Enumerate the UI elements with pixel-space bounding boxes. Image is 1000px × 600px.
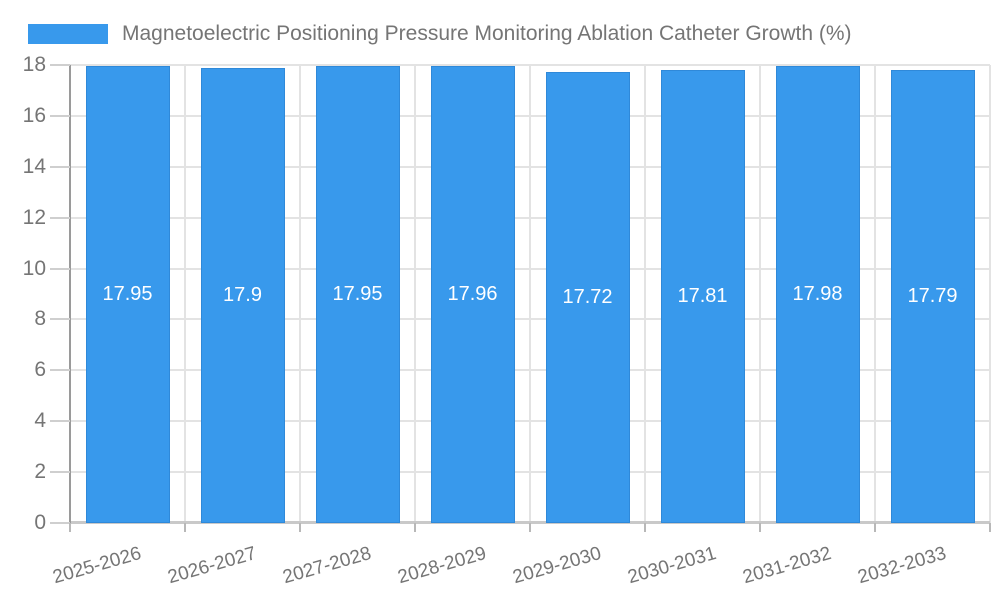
y-axis-line	[69, 65, 71, 531]
grid-line-v	[874, 65, 876, 523]
y-tick-label: 14	[22, 154, 46, 178]
bar[interactable]: 17.98	[775, 65, 860, 523]
y-tick	[50, 471, 70, 474]
x-tick-label: 2031-2032	[740, 543, 834, 589]
y-tick	[50, 114, 70, 117]
x-axis-line	[70, 521, 990, 524]
bar[interactable]: 17.95	[315, 66, 400, 523]
bar-value-label: 17.95	[102, 283, 153, 306]
x-tick	[299, 523, 301, 532]
bar[interactable]: 17.72	[545, 72, 630, 523]
x-tick-label: 2026-2027	[165, 543, 259, 589]
bar[interactable]: 17.79	[890, 70, 975, 523]
grid-line-v	[184, 65, 186, 523]
x-tick	[414, 523, 416, 532]
bar-value-label: 17.72	[562, 286, 613, 309]
legend-swatch	[28, 24, 108, 44]
bar[interactable]: 17.9	[200, 67, 285, 523]
y-tick-label: 4	[34, 409, 46, 433]
x-tick-label: 2027-2028	[280, 543, 374, 589]
bar-value-label: 17.95	[332, 283, 383, 306]
x-tick	[529, 523, 531, 532]
plot-area: 0 2 4 6 8 10 12 14 16 18 2025-2026 2026-2027 2027-20…	[23, 53, 991, 588]
y-tick	[50, 522, 70, 524]
x-tick-label: 2030-2031	[625, 543, 719, 589]
y-tick-label: 0	[34, 511, 46, 534]
y-tick	[50, 267, 70, 270]
bar[interactable]: 17.95	[85, 66, 170, 523]
y-tick-label: 12	[22, 205, 46, 229]
y-tick-label: 10	[22, 256, 46, 280]
grid-line-v	[989, 65, 991, 523]
y-tick-label: 2	[34, 460, 46, 484]
x-tick	[184, 523, 186, 532]
x-tick-label: 2025-2026	[50, 543, 144, 589]
y-tick-label: 6	[34, 358, 46, 382]
grid-line-v	[644, 65, 646, 523]
y-tick	[50, 420, 70, 423]
x-tick-label: 2032-2033	[855, 543, 949, 589]
x-tick-label: 2028-2029	[395, 543, 489, 589]
bar[interactable]: 17.96	[430, 66, 515, 523]
legend-label: Magnetoelectric Positioning Pressure Mon…	[122, 22, 852, 45]
x-tick	[69, 523, 71, 532]
bar-value-label: 17.98	[792, 282, 843, 305]
grid-line-v	[299, 65, 301, 523]
y-tick	[50, 318, 70, 321]
grid-line-v	[529, 65, 531, 523]
bar-value-label: 17.81	[677, 284, 728, 307]
x-tick-label: 2029-2030	[510, 543, 604, 589]
bar-value-label: 17.96	[447, 283, 498, 305]
bar[interactable]: 17.81	[660, 69, 745, 523]
y-tick	[50, 369, 70, 372]
chart-legend[interactable]: Magnetoelectric Positioning Pressure Mon…	[28, 22, 852, 46]
bar-value-label: 17.9	[223, 283, 262, 306]
grid-line-v	[759, 65, 761, 523]
x-tick	[989, 523, 991, 532]
y-tick	[50, 64, 70, 66]
y-tick-label: 8	[34, 307, 46, 331]
y-tick-label: 18	[22, 53, 46, 76]
y-tick-label: 16	[22, 103, 46, 127]
bar-value-label: 17.79	[907, 285, 958, 308]
x-tick	[759, 523, 761, 532]
y-tick	[50, 165, 70, 168]
x-tick	[644, 523, 646, 532]
grid-line-v	[414, 65, 416, 523]
x-tick	[874, 523, 876, 532]
y-tick	[50, 216, 70, 219]
